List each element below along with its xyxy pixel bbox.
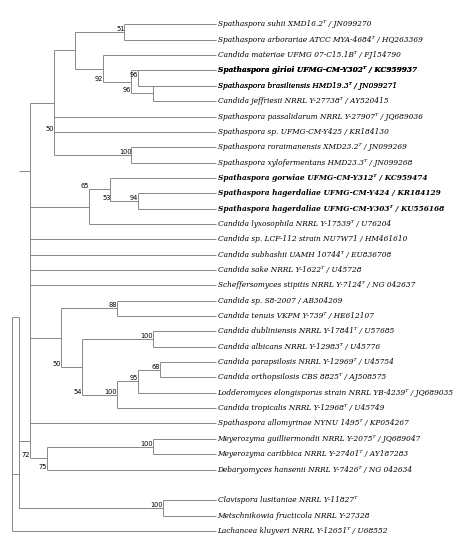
Text: Meyerozyma guilliermondii NRRL Y-2075ᵀ / JQ689047: Meyerozyma guilliermondii NRRL Y-2075ᵀ /… xyxy=(218,435,421,443)
Text: Candida sp. S8-2007 / AB304269: Candida sp. S8-2007 / AB304269 xyxy=(218,296,342,305)
Text: Spathaspora brasiliensis HMD19.3ᵀ / JN099271: Spathaspora brasiliensis HMD19.3ᵀ / JN09… xyxy=(218,82,397,90)
Text: 94: 94 xyxy=(130,195,138,201)
Text: 50: 50 xyxy=(53,361,61,367)
Text: 100: 100 xyxy=(119,149,131,155)
Text: 96: 96 xyxy=(123,87,131,93)
Text: Spathaspora suhii XMD16.2ᵀ / JN099270: Spathaspora suhii XMD16.2ᵀ / JN099270 xyxy=(218,21,371,29)
Text: Candida subhashii UAMH 10744ᵀ / EU836708: Candida subhashii UAMH 10744ᵀ / EU836708 xyxy=(218,251,391,259)
Text: Candida orthopsilosis CBS 8825ᵀ / AJ508575: Candida orthopsilosis CBS 8825ᵀ / AJ5085… xyxy=(218,374,386,381)
Text: 50: 50 xyxy=(46,126,54,132)
Text: Candida materiae UFMG 07-C15.1Bᵀ / FJ154790: Candida materiae UFMG 07-C15.1Bᵀ / FJ154… xyxy=(218,51,401,59)
Text: 51: 51 xyxy=(116,26,124,32)
Text: 96: 96 xyxy=(130,72,138,78)
Text: Candida jeffriesii NRRL Y-27738ᵀ / AY520415: Candida jeffriesii NRRL Y-27738ᵀ / AY520… xyxy=(218,97,388,105)
Text: Candida parapsilosis NRRL Y-12969ᵀ / U45754: Candida parapsilosis NRRL Y-12969ᵀ / U45… xyxy=(218,358,393,366)
Text: Candida sake NRRL Y-1622ᵀ / U45728: Candida sake NRRL Y-1622ᵀ / U45728 xyxy=(218,266,361,274)
Text: 92: 92 xyxy=(95,76,103,82)
Text: Meyerozyma caribbica NRRL Y-27401ᵀ / AY187283: Meyerozyma caribbica NRRL Y-27401ᵀ / AY1… xyxy=(218,450,409,458)
Text: Candida tropicalis NRRL Y-12968ᵀ / U45749: Candida tropicalis NRRL Y-12968ᵀ / U4574… xyxy=(218,404,384,412)
Text: Spathaspora girioi UFMG-CM-Y302ᵀ / KC959937: Spathaspora girioi UFMG-CM-Y302ᵀ / KC959… xyxy=(218,66,417,75)
Text: Spathaspora girioi UFMG-CM-Y302ᵀ / KC959937: Spathaspora girioi UFMG-CM-Y302ᵀ / KC959… xyxy=(218,66,417,75)
Text: 88: 88 xyxy=(109,302,118,308)
Text: Debaryomyces hansenii NRRL Y-7426ᵀ / NG 042634: Debaryomyces hansenii NRRL Y-7426ᵀ / NG … xyxy=(218,465,413,474)
Text: Spathaspora roraimanensis XMD23.2ᵀ / JN099269: Spathaspora roraimanensis XMD23.2ᵀ / JN0… xyxy=(218,143,406,151)
Text: Candida lyxosophila NRRL Y-17539ᵀ / U76204: Candida lyxosophila NRRL Y-17539ᵀ / U762… xyxy=(218,220,391,228)
Text: Spathaspora brasiliensis HMD19.3ᵀ / JN099271: Spathaspora brasiliensis HMD19.3ᵀ / JN09… xyxy=(218,82,397,90)
Text: 75: 75 xyxy=(38,463,47,470)
Text: 100: 100 xyxy=(150,502,163,508)
Text: Candida tenuis VKPM Y-739ᵀ / HE612107: Candida tenuis VKPM Y-739ᵀ / HE612107 xyxy=(218,312,374,320)
Text: Spathaspora sp. UFMG-CM-Y425 / KR184130: Spathaspora sp. UFMG-CM-Y425 / KR184130 xyxy=(218,128,388,136)
Text: 100: 100 xyxy=(140,333,153,339)
Text: Scheffersomyces stipitis NRRL Y-7124ᵀ / NG 042637: Scheffersomyces stipitis NRRL Y-7124ᵀ / … xyxy=(218,281,415,289)
Text: 68: 68 xyxy=(151,364,160,370)
Text: Candida sp. LCF-112 strain NU7W71 / HM461610: Candida sp. LCF-112 strain NU7W71 / HM46… xyxy=(218,235,407,244)
Text: Lachancea kluyveri NRRL Y-12651ᵀ / U68552: Lachancea kluyveri NRRL Y-12651ᵀ / U6855… xyxy=(218,527,388,535)
Text: Spathaspora passalidarum NRRL Y-27907ᵀ / JQ689036: Spathaspora passalidarum NRRL Y-27907ᵀ /… xyxy=(218,112,422,120)
Text: 53: 53 xyxy=(102,195,110,201)
Text: 72: 72 xyxy=(21,452,29,458)
Text: 54: 54 xyxy=(74,389,82,395)
Text: Spathaspora hagerdaliae UFMG-CM-Y303ᵀ / KU556168: Spathaspora hagerdaliae UFMG-CM-Y303ᵀ / … xyxy=(218,205,444,213)
Text: Candida albicans NRRL Y-12983ᵀ / U45776: Candida albicans NRRL Y-12983ᵀ / U45776 xyxy=(218,343,380,351)
Text: Spathaspora xylofermentans HMD23.3ᵀ / JN099268: Spathaspora xylofermentans HMD23.3ᵀ / JN… xyxy=(218,159,412,166)
Text: Metschnikowia fructicola NRRL Y-27328: Metschnikowia fructicola NRRL Y-27328 xyxy=(218,511,370,519)
Text: Spathaspora hagerdaliae UFMG-CM-Y424 / KR184129: Spathaspora hagerdaliae UFMG-CM-Y424 / K… xyxy=(218,189,440,197)
Text: Spathaspora arborariae ATCC MYA-4684ᵀ / HQ263369: Spathaspora arborariae ATCC MYA-4684ᵀ / … xyxy=(218,36,422,44)
Text: 65: 65 xyxy=(81,184,89,190)
Text: Candida dubliniensis NRRL Y-17841ᵀ / U57685: Candida dubliniensis NRRL Y-17841ᵀ / U57… xyxy=(218,327,394,335)
Text: Lodderomyces elongisporus strain NRRL YB-4239ᵀ / JQ689035: Lodderomyces elongisporus strain NRRL YB… xyxy=(218,389,454,397)
Text: 95: 95 xyxy=(130,375,138,381)
Text: Spathaspora gorwiae UFMG-CM-Y312ᵀ / KC959474: Spathaspora gorwiae UFMG-CM-Y312ᵀ / KC95… xyxy=(218,174,427,182)
Text: Spathaspora allomyrinae NYNU 1495ᵀ / KP054267: Spathaspora allomyrinae NYNU 1495ᵀ / KP0… xyxy=(218,420,409,428)
Text: 100: 100 xyxy=(140,441,153,447)
Text: 100: 100 xyxy=(105,389,118,395)
Text: Clavispora lusitaniae NRRL Y-11827ᵀ: Clavispora lusitaniae NRRL Y-11827ᵀ xyxy=(218,496,357,504)
